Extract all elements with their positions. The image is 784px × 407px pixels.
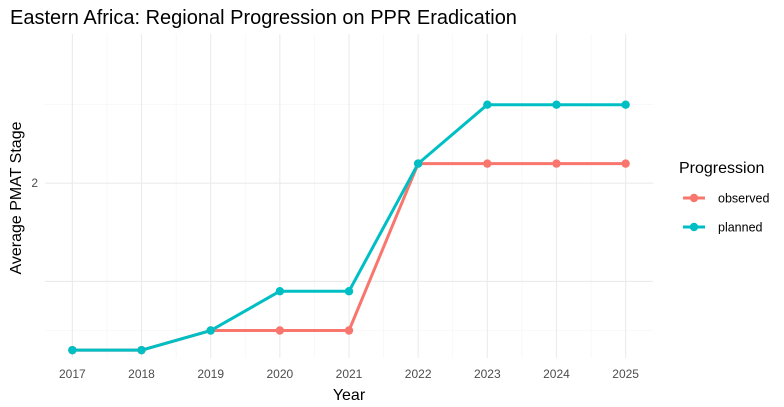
data-point-observed-2021 [344,326,354,335]
data-point-planned-2020 [275,287,285,296]
chart-title: Eastern Africa: Regional Progression on … [10,7,517,29]
data-point-planned-2018 [137,345,146,355]
data-point-observed-2024 [552,159,561,168]
x-axis-title: Year [333,387,366,404]
x-axis-ticks: 2017 2018 2019 2020 2021 2022 2023 2024 2025 [59,367,639,381]
y-axis-title: Average PMAT Stage [8,121,25,274]
grid [45,34,653,358]
legend: observed planned [683,192,769,235]
x-tick-label: 2025 [612,367,639,381]
legend-title: Progression [679,160,764,177]
legend-label-observed: observed [718,192,769,206]
x-tick-label: 2019 [197,367,224,381]
x-tick-label: 2024 [543,367,570,381]
y-axis-ticks: 2 [31,176,38,190]
legend-key-point-planned [689,222,699,232]
x-tick-label: 2018 [128,367,155,381]
legend-key-point-observed [689,193,699,203]
data-point-planned-2021 [344,287,354,296]
data-point-planned-2017 [68,345,77,355]
data-point-observed-2020 [275,326,285,335]
data-point-planned-2024 [552,100,561,109]
x-tick-label: 2022 [405,367,432,381]
data-point-observed-2023 [483,159,492,168]
data-point-observed-2025 [621,159,630,168]
series-layer [68,100,630,355]
x-tick-label: 2020 [266,367,293,381]
data-point-planned-2023 [483,100,492,109]
legend-label-planned: planned [718,221,763,235]
data-point-planned-2022 [413,159,423,168]
data-point-planned-2019 [206,326,215,335]
data-point-planned-2025 [621,100,630,109]
x-tick-label: 2021 [336,367,363,381]
y-tick-label: 2 [31,176,38,190]
x-tick-label: 2023 [474,367,501,381]
x-tick-label: 2017 [59,367,86,381]
